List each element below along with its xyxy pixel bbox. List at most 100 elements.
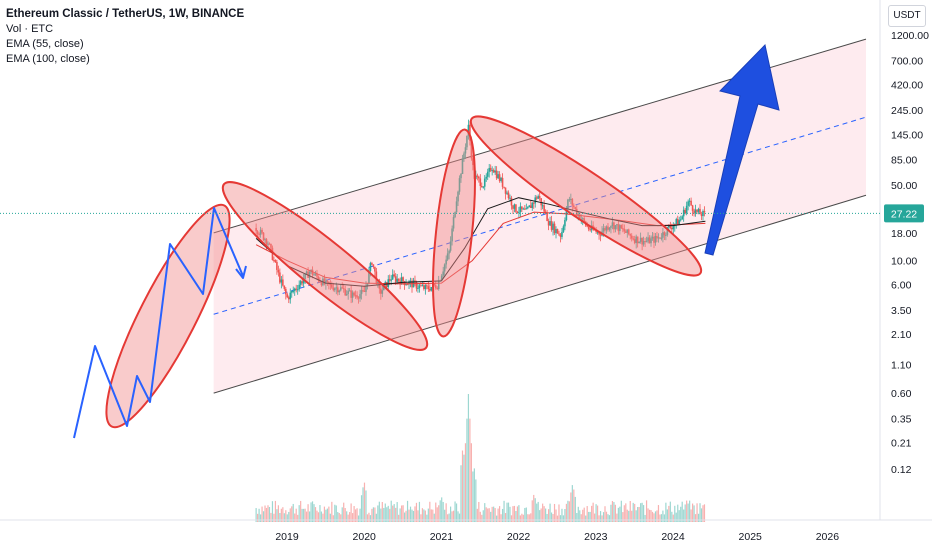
price-tick-label[interactable]: 18.00 <box>891 228 917 240</box>
price-tick-label[interactable]: 245.00 <box>891 105 923 117</box>
time-tick-label[interactable]: 2019 <box>275 531 299 543</box>
volume-bar <box>582 509 584 522</box>
price-tick-label[interactable]: 145.00 <box>891 130 923 142</box>
highlight-ellipse-1[interactable] <box>87 193 249 439</box>
price-tick-label[interactable]: 0.60 <box>891 388 912 400</box>
channel-lower-line[interactable] <box>213 194 867 394</box>
time-tick-label[interactable]: 2024 <box>661 531 685 543</box>
price-tick-label[interactable]: 0.21 <box>891 438 912 450</box>
price-tick-label[interactable]: 3.50 <box>891 305 912 317</box>
volume-bar <box>522 514 524 522</box>
volume-bar <box>531 500 533 522</box>
volume-bar <box>665 502 667 522</box>
time-axis[interactable]: 2019 2020 2021 2022 2023 2024 2025 2026 <box>275 531 839 543</box>
time-tick-label[interactable]: 2026 <box>816 531 840 543</box>
candle-body <box>540 198 542 206</box>
price-tick-label[interactable]: 700.00 <box>891 55 923 67</box>
volume-bar <box>371 508 373 522</box>
volume-bar <box>452 510 455 522</box>
volume-bar <box>442 501 444 522</box>
candle-body <box>482 186 485 188</box>
volume-bar <box>461 450 464 522</box>
candle-body <box>671 227 673 230</box>
volume-bar <box>681 501 683 522</box>
annotations[interactable] <box>73 43 780 439</box>
volume-bar <box>591 505 593 522</box>
symbol-title[interactable]: Ethereum Classic / TetherUS, 1W, BINANCE <box>6 8 245 20</box>
volume-bar <box>450 506 452 522</box>
price-tick-label[interactable]: 10.00 <box>891 256 917 268</box>
time-tick-label[interactable]: 2020 <box>353 531 377 543</box>
price-tick-label[interactable]: 2.10 <box>891 329 912 341</box>
price-axis[interactable]: 1200.00 700.00 420.00 245.00 145.00 85.00 50.0… <box>891 30 929 476</box>
volume-bar <box>530 513 532 522</box>
time-tick-label[interactable]: 2021 <box>430 531 454 543</box>
candle-body <box>283 285 286 289</box>
candle-body <box>348 290 351 292</box>
volume-bar <box>368 512 370 522</box>
ema55-indicator-label[interactable]: EMA (55, close) <box>6 38 84 50</box>
volume-bar <box>267 505 269 522</box>
volume-bar <box>645 500 648 522</box>
highlight-ellipse-2[interactable] <box>209 166 441 367</box>
candle-body <box>290 291 293 293</box>
volume-bar <box>622 512 624 522</box>
volume-bar <box>553 503 556 522</box>
volume-bar <box>288 511 290 522</box>
price-tick-label[interactable]: 50.00 <box>891 180 917 192</box>
price-tick-label[interactable]: 85.00 <box>891 155 917 167</box>
currency-unit-button[interactable]: USDT <box>888 5 926 27</box>
volume-bar <box>300 500 302 522</box>
volume-bar <box>550 512 553 522</box>
volume-bar <box>694 514 697 522</box>
volume-bar <box>669 501 671 522</box>
highlight-ellipse-4[interactable] <box>459 100 714 292</box>
volume-bar <box>573 489 575 522</box>
price-tick-label[interactable]: 0.12 <box>891 464 912 476</box>
volume-bar <box>307 504 309 522</box>
time-tick-label[interactable]: 2022 <box>507 531 531 543</box>
channel-mid-line[interactable] <box>213 116 867 315</box>
volume-bar <box>337 512 339 522</box>
candle-body <box>573 205 575 208</box>
time-tick-label[interactable]: 2023 <box>584 531 608 543</box>
price-tick-label[interactable]: 1.10 <box>891 360 912 372</box>
candle-body <box>532 202 535 204</box>
volume-bar <box>585 515 587 522</box>
volume-bar <box>623 505 625 522</box>
candle-body <box>344 289 346 296</box>
bullish-arrow-icon[interactable] <box>704 43 780 256</box>
candle-body <box>261 229 263 233</box>
price-tick-label[interactable]: 1200.00 <box>891 30 929 42</box>
parallel-channel[interactable] <box>213 38 867 394</box>
price-tick-label[interactable]: 6.00 <box>891 280 912 292</box>
channel-fill <box>213 39 866 394</box>
volume-bar <box>460 465 462 522</box>
projection-path-line[interactable] <box>73 207 244 439</box>
candle-body <box>445 259 447 265</box>
volume-bar <box>546 513 548 522</box>
volume-bar <box>439 500 441 522</box>
ema100-indicator-label[interactable]: EMA (100, close) <box>6 53 90 65</box>
volume-bar <box>481 514 483 522</box>
candle-body <box>262 232 265 240</box>
candle-body <box>267 243 269 245</box>
highlight-ellipse-3[interactable] <box>425 128 483 339</box>
candle-body <box>371 263 373 265</box>
candle-body <box>449 241 452 251</box>
time-tick-label[interactable]: 2025 <box>739 531 763 543</box>
price-tick-label[interactable]: 0.35 <box>891 414 912 426</box>
candle-body <box>452 217 455 229</box>
volume-indicator-label[interactable]: Vol · ETC <box>6 23 54 35</box>
candle-body <box>492 170 495 173</box>
candle-body <box>409 280 412 282</box>
candle-body <box>338 290 341 293</box>
volume-bar <box>521 513 523 522</box>
candle-body <box>394 276 397 282</box>
volume-bar <box>671 511 673 522</box>
price-tick-label[interactable]: 420.00 <box>891 79 923 91</box>
candle-body <box>486 171 489 177</box>
volume-bar <box>467 394 470 522</box>
volume-bar <box>349 512 351 522</box>
